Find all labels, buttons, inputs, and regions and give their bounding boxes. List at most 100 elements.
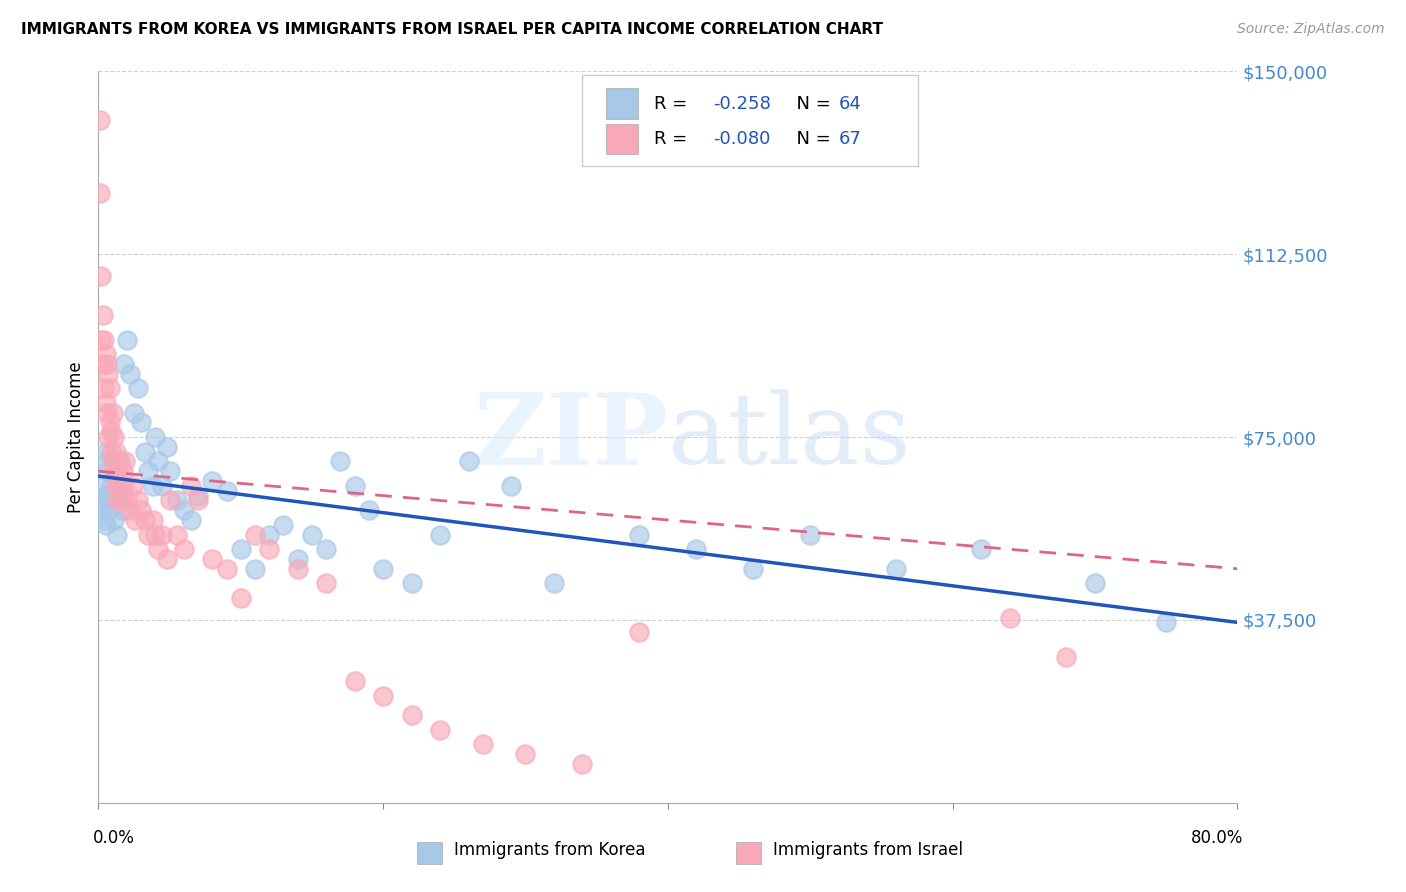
Point	[91, 308, 114, 322]
Point	[107, 493, 129, 508]
Point	[134, 513, 156, 527]
Point	[98, 416, 121, 430]
Point	[229, 591, 252, 605]
Point	[273, 517, 295, 532]
Point	[329, 454, 352, 468]
Point	[343, 673, 366, 688]
Point	[357, 503, 380, 517]
Point	[173, 542, 195, 557]
Point	[93, 381, 115, 395]
Point	[1084, 576, 1107, 591]
Point	[173, 503, 195, 517]
Point	[97, 464, 120, 478]
Point	[124, 513, 146, 527]
Point	[90, 503, 112, 517]
Point	[259, 542, 281, 557]
Point	[98, 381, 121, 395]
Text: R =: R =	[654, 95, 693, 113]
Point	[515, 747, 537, 761]
Point	[543, 576, 565, 591]
Point	[110, 479, 132, 493]
Point	[104, 444, 127, 458]
Point	[166, 493, 188, 508]
Point	[471, 737, 494, 751]
Point	[243, 562, 266, 576]
Point	[429, 527, 451, 541]
Point	[127, 493, 149, 508]
Point	[141, 479, 163, 493]
Point	[136, 527, 159, 541]
Point	[91, 357, 114, 371]
Point	[343, 479, 366, 493]
Point	[108, 479, 131, 493]
Point	[215, 562, 238, 576]
Point	[129, 416, 152, 430]
Point	[201, 474, 224, 488]
Point	[145, 430, 167, 444]
Text: R =: R =	[654, 130, 693, 148]
Text: N =: N =	[785, 95, 837, 113]
Text: IMMIGRANTS FROM KOREA VS IMMIGRANTS FROM ISRAEL PER CAPITA INCOME CORRELATION CH: IMMIGRANTS FROM KOREA VS IMMIGRANTS FROM…	[21, 22, 883, 37]
Point	[136, 464, 159, 478]
Point	[148, 454, 170, 468]
Point	[96, 454, 118, 468]
Point	[287, 562, 309, 576]
Point	[156, 440, 179, 454]
Point	[243, 527, 266, 541]
Point	[105, 493, 128, 508]
Point	[93, 489, 115, 503]
Point	[401, 576, 423, 591]
Point	[94, 347, 117, 361]
Point	[970, 542, 993, 557]
Point	[628, 527, 651, 541]
Text: -0.258: -0.258	[713, 95, 772, 113]
Point	[1056, 649, 1078, 664]
Point	[799, 527, 821, 541]
Point	[98, 493, 121, 508]
FancyBboxPatch shape	[582, 75, 918, 167]
Point	[94, 396, 117, 410]
Text: ZIP: ZIP	[472, 389, 668, 485]
Point	[91, 479, 114, 493]
Text: 80.0%: 80.0%	[1191, 829, 1243, 847]
Point	[315, 576, 337, 591]
FancyBboxPatch shape	[606, 124, 638, 154]
Point	[90, 269, 112, 284]
Point	[180, 513, 202, 527]
Point	[96, 357, 118, 371]
Point	[118, 503, 141, 517]
Point	[103, 513, 125, 527]
Point	[94, 517, 117, 532]
Point	[401, 708, 423, 723]
Point	[108, 454, 131, 468]
Point	[571, 756, 593, 771]
Text: 67: 67	[839, 130, 862, 148]
Point	[373, 562, 395, 576]
Text: Source: ZipAtlas.com: Source: ZipAtlas.com	[1237, 22, 1385, 37]
Point	[101, 489, 124, 503]
Point	[148, 542, 170, 557]
Point	[100, 444, 122, 458]
Text: atlas: atlas	[668, 389, 911, 485]
Point	[187, 489, 209, 503]
Point	[115, 333, 138, 347]
Point	[134, 444, 156, 458]
Point	[89, 113, 111, 128]
Point	[145, 527, 167, 541]
Point	[118, 367, 141, 381]
Point	[287, 552, 309, 566]
Point	[101, 454, 124, 468]
Point	[742, 562, 765, 576]
Point	[98, 503, 121, 517]
Point	[259, 527, 281, 541]
Point	[884, 562, 907, 576]
FancyBboxPatch shape	[737, 841, 761, 863]
Point	[114, 454, 136, 468]
Text: N =: N =	[785, 130, 837, 148]
Point	[107, 454, 129, 468]
Point	[122, 406, 145, 420]
Point	[159, 464, 181, 478]
Point	[94, 444, 117, 458]
Point	[229, 542, 252, 557]
Point	[1154, 615, 1177, 630]
